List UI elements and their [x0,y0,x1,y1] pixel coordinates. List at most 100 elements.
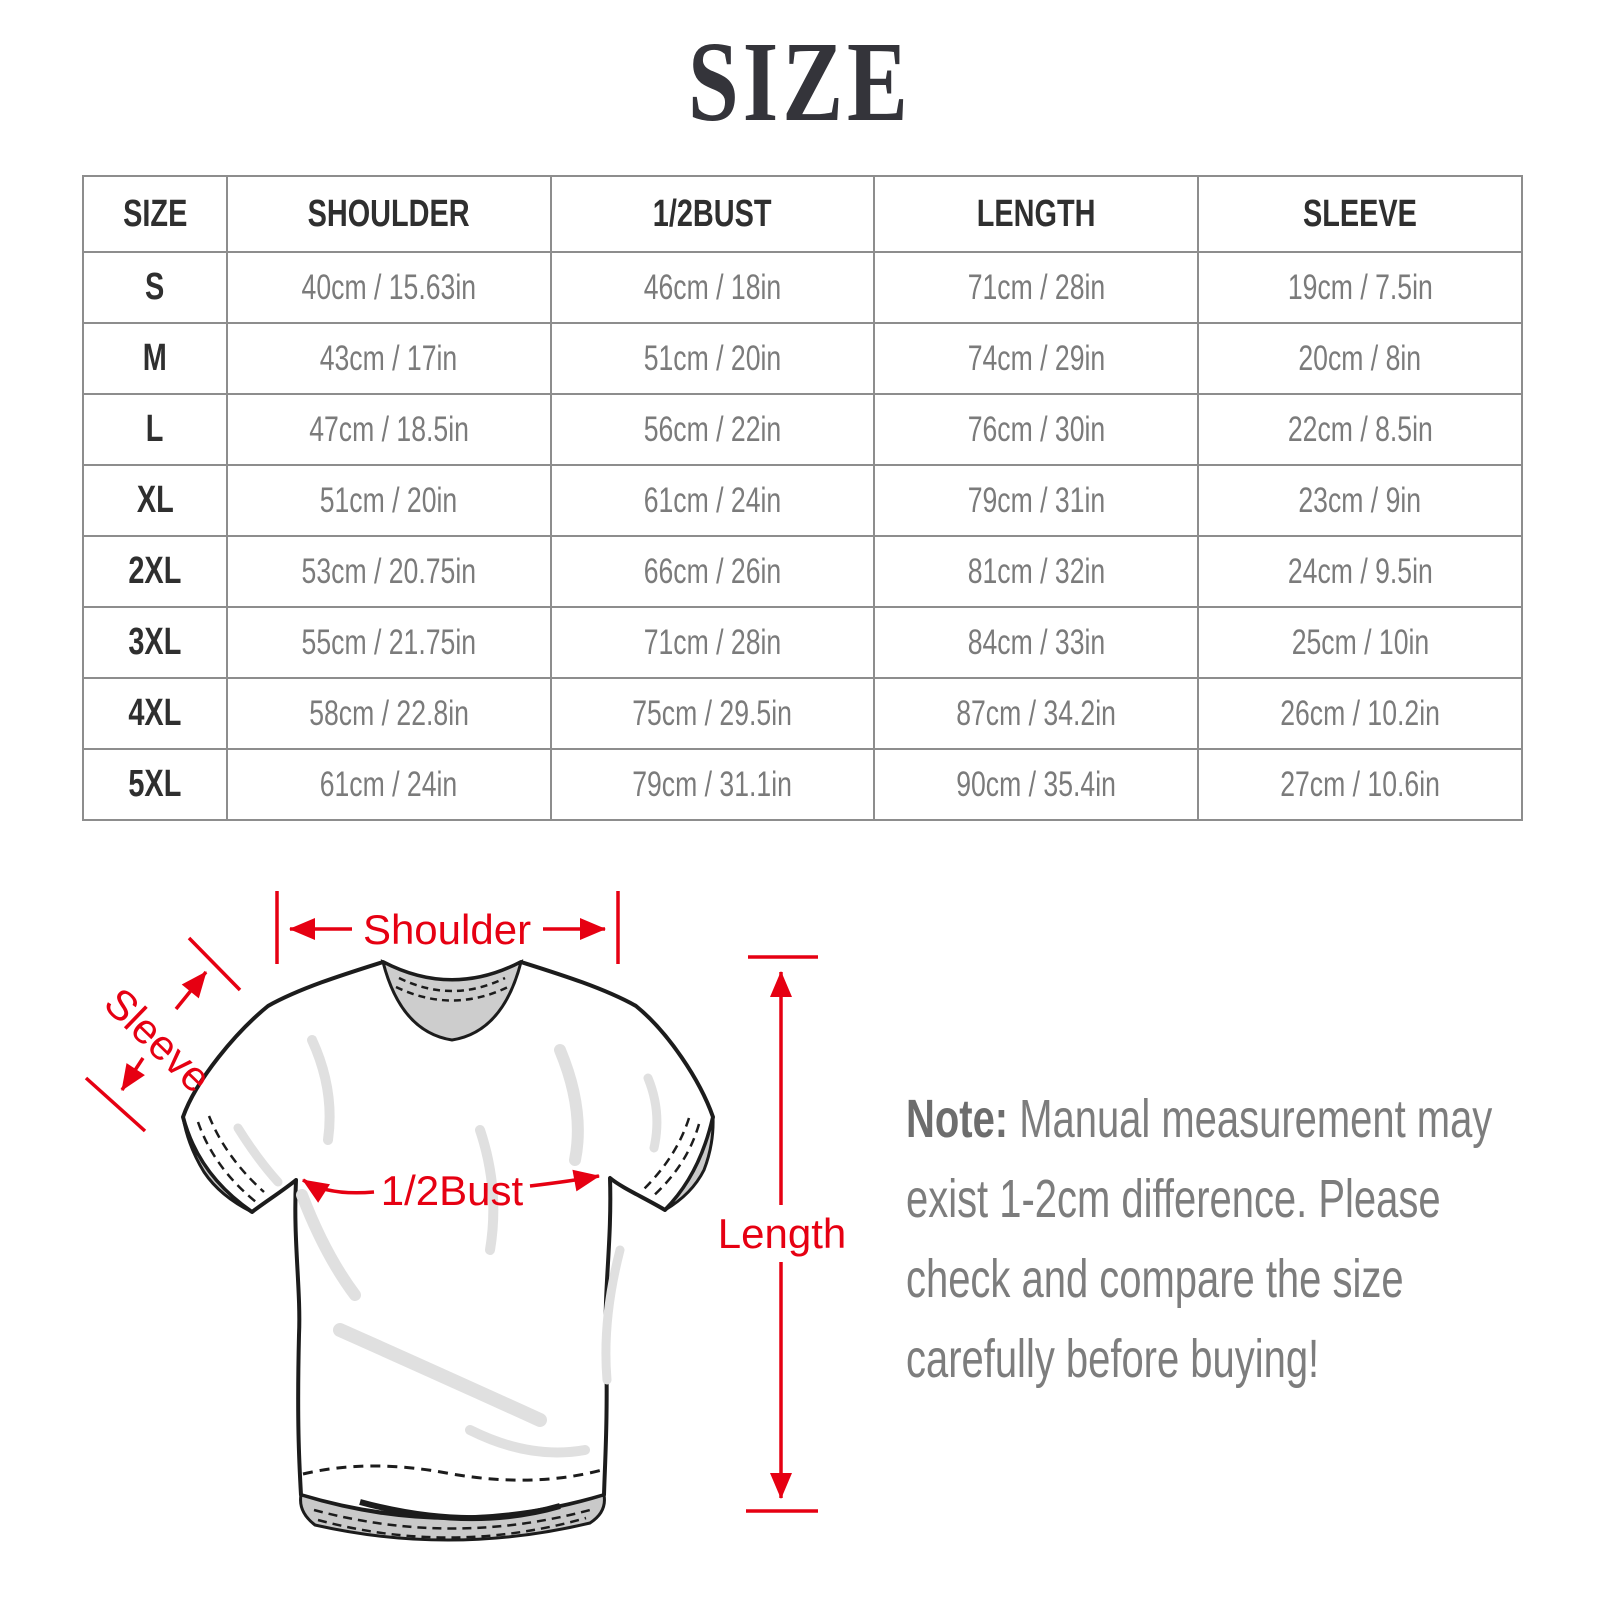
cell-text: 5XL [128,763,182,805]
size-label-cell: XL [82,464,228,537]
cell-text: 71cm / 28in [967,267,1106,307]
column-header-size: SIZE [82,175,228,253]
cell-text: 24cm / 9.5in [1287,551,1433,591]
shoulder-cell: 61cm / 24in [225,748,552,821]
size-label-cell: 3XL [82,606,228,679]
header-text: LENGTH [976,192,1096,235]
cell-text: 61cm / 24in [320,764,458,804]
bust-cell: 71cm / 28in [549,606,876,679]
shoulder-cell: 40cm / 15.63in [225,251,552,324]
bust-measure [302,1169,600,1203]
cell-text: 19cm / 7.5in [1287,267,1433,307]
table-row-m: M 43cm / 17in 51cm / 20in 74cm / 29in 20… [82,322,1523,395]
cell-text: 56cm / 22in [643,409,782,449]
cell-text: 53cm / 20.75in [301,551,477,591]
note-line: carefully before buying! [906,1319,1586,1399]
size-label-cell: M [82,322,228,395]
size-label-cell: 4XL [82,677,228,750]
sleeve-cell: 22cm / 8.5in [1197,393,1523,466]
cell-text: XL [136,479,174,521]
cell-text: 51cm / 20in [643,338,782,378]
table-row-2xl: 2XL 53cm / 20.75in 66cm / 26in 81cm / 32… [82,535,1523,608]
cell-text: 26cm / 10.2in [1280,693,1440,733]
tshirt-diagram-svg: Shoulder Sleeve 1/2Bust Le [84,891,846,1542]
note-text: Manual measurement may [1019,1089,1493,1149]
size-label-cell: 5XL [82,748,228,821]
sleeve-opening-left [181,1115,265,1214]
wrinkle-lines [233,1035,662,1458]
bust-cell: 56cm / 22in [549,393,876,466]
column-header-sleeve: SLEEVE [1197,175,1523,253]
note-line: exist 1-2cm difference. Please [906,1159,1586,1239]
cell-text: 58cm / 22.8in [308,693,469,733]
length-cell: 84cm / 33in [873,606,1200,679]
bust-cell: 46cm / 18in [549,251,876,324]
note-line: check and compare the size [906,1239,1586,1319]
tshirt-outline [181,960,715,1520]
cell-text: 81cm / 32in [967,551,1106,591]
sleeve-tick-top [187,936,242,992]
note-line: Note: Manual measurement may [906,1079,1586,1159]
bust-cell: 61cm / 24in [549,464,876,537]
page-title-text: SIZE [688,18,912,145]
length-cell: 87cm / 34.2in [873,677,1200,750]
shoulder-cell: 43cm / 17in [225,322,552,395]
header-text: 1/2BUST [653,192,772,235]
sleeve-cell: 25cm / 10in [1197,606,1523,679]
cell-text: 61cm / 24in [643,480,782,520]
note-line-text: check and compare the size [906,1249,1404,1309]
cell-text: 46cm / 18in [643,267,782,307]
tshirt-measurement-diagram: Shoulder Sleeve 1/2Bust Le [60,855,860,1580]
cell-text: 3XL [128,621,182,663]
cell-text: 79cm / 31.1in [632,764,793,804]
table-row-3xl: 3XL 55cm / 21.75in 71cm / 28in 84cm / 33… [82,606,1523,679]
bust-arrow-right [529,1169,600,1192]
sleeve-cell: 26cm / 10.2in [1197,677,1523,750]
cell-text: 20cm / 8in [1298,338,1422,378]
cell-text: 75cm / 29.5in [632,693,793,733]
cell-text: 47cm / 18.5in [308,409,469,449]
header-row: SIZE SHOULDER 1/2BUST LENGTH SLEEVE [82,175,1523,253]
size-table: SIZE SHOULDER 1/2BUST LENGTH SLEEVE S 40… [82,175,1523,821]
page-title: SIZE [0,22,1600,142]
shoulder-cell: 51cm / 20in [225,464,552,537]
measurement-note: Note: Manual measurement may exist 1-2cm… [906,1079,1586,1399]
length-cell: 76cm / 30in [873,393,1200,466]
table-row-l: L 47cm / 18.5in 56cm / 22in 76cm / 30in … [82,393,1523,466]
shoulder-cell: 55cm / 21.75in [225,606,552,679]
size-label-cell: S [82,251,228,324]
sleeve-arrow-up [174,970,208,1011]
header-text: SHOULDER [307,192,470,235]
cell-text: 25cm / 10in [1291,622,1429,662]
cell-text: S [145,266,165,308]
cell-text: 76cm / 30in [967,409,1106,449]
sleeve-measure [84,936,242,1133]
shoulder-label: Shoulder [363,906,531,953]
sleeve-label: Sleeve [95,978,220,1101]
table-row-s: S 40cm / 15.63in 46cm / 18in 71cm / 28in… [82,251,1523,324]
cell-text: 22cm / 8.5in [1287,409,1433,449]
length-cell: 74cm / 29in [873,322,1200,395]
sleeve-tick-bottom [84,1076,147,1133]
sleeve-cell: 27cm / 10.6in [1197,748,1523,821]
size-table-container: SIZE SHOULDER 1/2BUST LENGTH SLEEVE S 40… [82,175,1523,821]
header-text: SIZE [122,192,188,235]
sleeve-cell: 19cm / 7.5in [1197,251,1523,324]
sleeve-cell: 20cm / 8in [1197,322,1523,395]
cell-text: 74cm / 29in [967,338,1106,378]
cell-text: 27cm / 10.6in [1280,764,1440,804]
cell-text: 43cm / 17in [320,338,458,378]
sleeve-opening-right [643,1116,715,1212]
column-header-length: LENGTH [873,175,1200,253]
shoulder-cell: 47cm / 18.5in [225,393,552,466]
cell-text: 23cm / 9in [1298,480,1422,520]
size-label-cell: L [82,393,228,466]
bust-cell: 75cm / 29.5in [549,677,876,750]
bust-cell: 51cm / 20in [549,322,876,395]
cell-text: 2XL [128,550,182,592]
cell-text: 66cm / 26in [643,551,782,591]
table-row-4xl: 4XL 58cm / 22.8in 75cm / 29.5in 87cm / 3… [82,677,1523,750]
collar [380,959,524,1042]
cell-text: 79cm / 31in [967,480,1106,520]
